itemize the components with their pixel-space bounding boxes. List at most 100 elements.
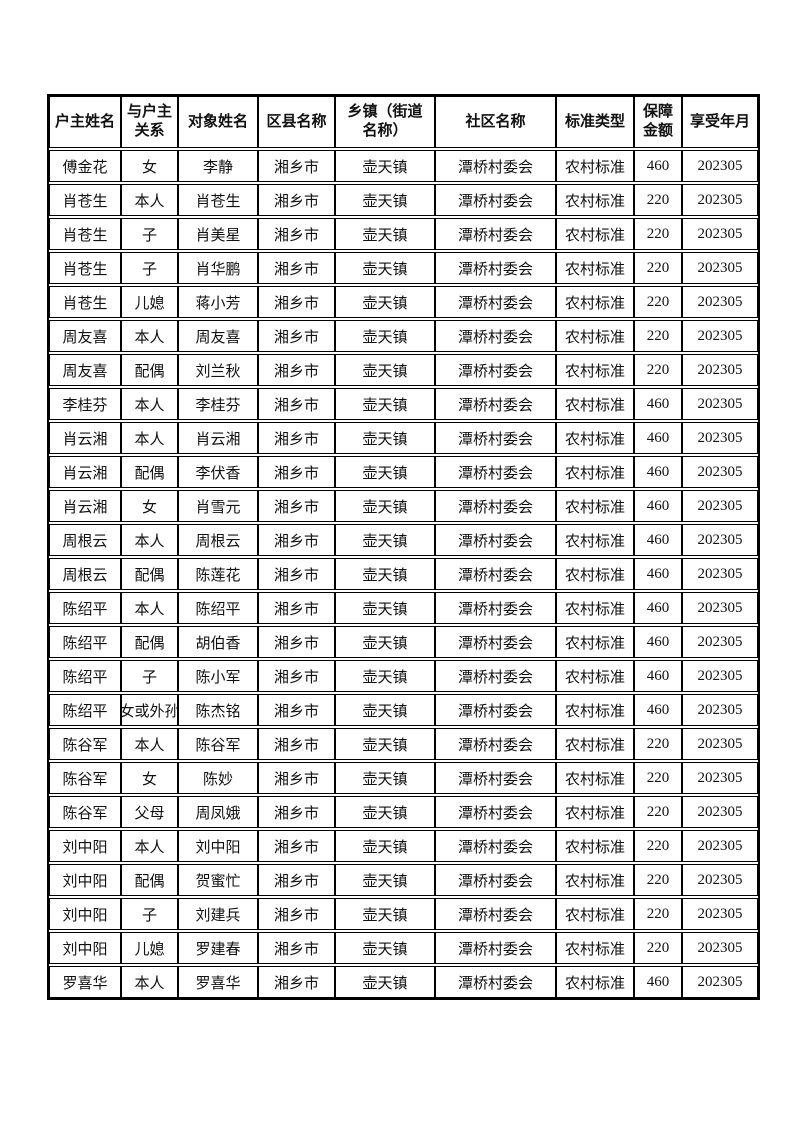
table-cell: 本人 (121, 966, 178, 998)
table-cell: 202305 (682, 320, 758, 352)
table-cell: 202305 (682, 898, 758, 930)
table-cell: 202305 (682, 932, 758, 964)
table-cell: 潭桥村委会 (435, 796, 556, 828)
header-cell: 与户主 关系 (121, 96, 178, 148)
table-cell: 潭桥村委会 (435, 728, 556, 760)
table-cell: 肖云湘 (49, 490, 121, 522)
header-cell: 标准类型 (556, 96, 634, 148)
table-cell: 陈谷军 (49, 728, 121, 760)
table-cell: 潭桥村委会 (435, 184, 556, 216)
table-cell: 湘乡市 (258, 184, 335, 216)
table-cell: 202305 (682, 388, 758, 420)
table-cell: 壶天镇 (335, 422, 435, 454)
table-cell: 胡伯香 (178, 626, 258, 658)
table-cell: 肖华鹏 (178, 252, 258, 284)
table-row: 陈绍平孙女或外孙女陈杰铭湘乡市壶天镇潭桥村委会农村标准460202305 (49, 694, 758, 726)
table-cell: 儿媳 (121, 286, 178, 318)
table-cell: 202305 (682, 218, 758, 250)
table-cell: 农村标准 (556, 796, 634, 828)
table-cell: 湘乡市 (258, 320, 335, 352)
table-cell: 潭桥村委会 (435, 150, 556, 182)
table-row: 刘中阳 配偶 贺蜜忙 湘乡市 壶天镇 潭桥村委会 农村标准 220 202305 (49, 864, 758, 896)
table-cell: 刘中阳 (49, 830, 121, 862)
table-cell: 220 (634, 830, 682, 862)
table-cell: 本人 (121, 422, 178, 454)
table-cell: 湘乡市 (258, 694, 335, 726)
table-cell: 周根云 (49, 558, 121, 590)
table-cell: 壶天镇 (335, 456, 435, 488)
table-cell: 本人 (121, 184, 178, 216)
table-cell: 220 (634, 184, 682, 216)
table-cell: 本人 (121, 524, 178, 556)
table-cell: 肖美星 (178, 218, 258, 250)
table-cell: 202305 (682, 728, 758, 760)
table-cell: 本人 (121, 728, 178, 760)
table-cell: 220 (634, 864, 682, 896)
table-cell: 潭桥村委会 (435, 422, 556, 454)
table-cell: 湘乡市 (258, 830, 335, 862)
table-cell: 陈绍平 (178, 592, 258, 624)
table-cell: 肖苍生 (49, 252, 121, 284)
table-cell: 周凤娥 (178, 796, 258, 828)
table-cell: 周友喜 (49, 354, 121, 386)
table-cell: 潭桥村委会 (435, 592, 556, 624)
table-cell: 傅金花 (49, 150, 121, 182)
table-cell: 湘乡市 (258, 626, 335, 658)
table-cell: 农村标准 (556, 864, 634, 896)
table-row: 刘中阳 本人 刘中阳 湘乡市 壶天镇 潭桥村委会 农村标准 220 202305 (49, 830, 758, 862)
table-row: 肖云湘 本人 肖云湘 湘乡市 壶天镇 潭桥村委会 农村标准 460 202305 (49, 422, 758, 454)
table-cell: 潭桥村委会 (435, 830, 556, 862)
table-cell: 202305 (682, 184, 758, 216)
table-cell: 202305 (682, 286, 758, 318)
table-cell: 壶天镇 (335, 252, 435, 284)
table-cell: 农村标准 (556, 456, 634, 488)
table-cell: 潭桥村委会 (435, 898, 556, 930)
table-cell: 刘中阳 (49, 864, 121, 896)
table-cell: 202305 (682, 966, 758, 998)
table-cell: 罗建春 (178, 932, 258, 964)
table-cell: 配偶 (121, 626, 178, 658)
table-cell: 潭桥村委会 (435, 490, 556, 522)
table-row: 肖苍生子肖美星 湘乡市 壶天镇 潭桥村委会 农村标准 220 202305 (49, 218, 758, 250)
table-cell: 刘中阳 (178, 830, 258, 862)
table-cell: 湘乡市 (258, 558, 335, 590)
table-cell: 壶天镇 (335, 660, 435, 692)
table-row: 周友喜 配偶 刘兰秋 湘乡市 壶天镇 潭桥村委会 农村标准 220 202305 (49, 354, 758, 386)
table-cell: 220 (634, 762, 682, 794)
table-cell: 202305 (682, 422, 758, 454)
table-cell: 潭桥村委会 (435, 524, 556, 556)
table-cell: 陈谷军 (49, 762, 121, 794)
header-cell: 对象姓名 (178, 96, 258, 148)
table-cell: 壶天镇 (335, 864, 435, 896)
table-cell: 202305 (682, 830, 758, 862)
table-cell: 220 (634, 898, 682, 930)
table-cell: 壶天镇 (335, 898, 435, 930)
table-cell: 潭桥村委会 (435, 388, 556, 420)
table-cell: 配偶 (121, 864, 178, 896)
table-cell: 农村标准 (556, 660, 634, 692)
table-cell: 周根云 (49, 524, 121, 556)
table-cell: 肖云湘 (49, 422, 121, 454)
table-cell: 农村标准 (556, 320, 634, 352)
table-cell: 壶天镇 (335, 966, 435, 998)
table-cell: 陈小军 (178, 660, 258, 692)
table-cell: 壶天镇 (335, 796, 435, 828)
table-row: 傅金花女李静 湘乡市 壶天镇 潭桥村委会 农村标准 460 202305 (49, 150, 758, 182)
table-cell: 陈谷军 (178, 728, 258, 760)
table-row: 刘中阳子刘建兵 湘乡市 壶天镇 潭桥村委会 农村标准 220 202305 (49, 898, 758, 930)
table-cell: 湘乡市 (258, 422, 335, 454)
table-cell: 湘乡市 (258, 864, 335, 896)
table-cell: 460 (634, 388, 682, 420)
table-cell: 湘乡市 (258, 252, 335, 284)
table-cell: 潭桥村委会 (435, 626, 556, 658)
table-cell: 湘乡市 (258, 592, 335, 624)
table-cell: 蒋小芳 (178, 286, 258, 318)
table-cell: 周友喜 (49, 320, 121, 352)
table-cell: 202305 (682, 524, 758, 556)
table-cell: 壶天镇 (335, 218, 435, 250)
table-cell: 农村标准 (556, 932, 634, 964)
table-cell: 壶天镇 (335, 354, 435, 386)
table-cell: 农村标准 (556, 388, 634, 420)
table-row: 肖苍生 本人 肖苍生 湘乡市 壶天镇 潭桥村委会 农村标准 220 202305 (49, 184, 758, 216)
table-cell: 湘乡市 (258, 354, 335, 386)
